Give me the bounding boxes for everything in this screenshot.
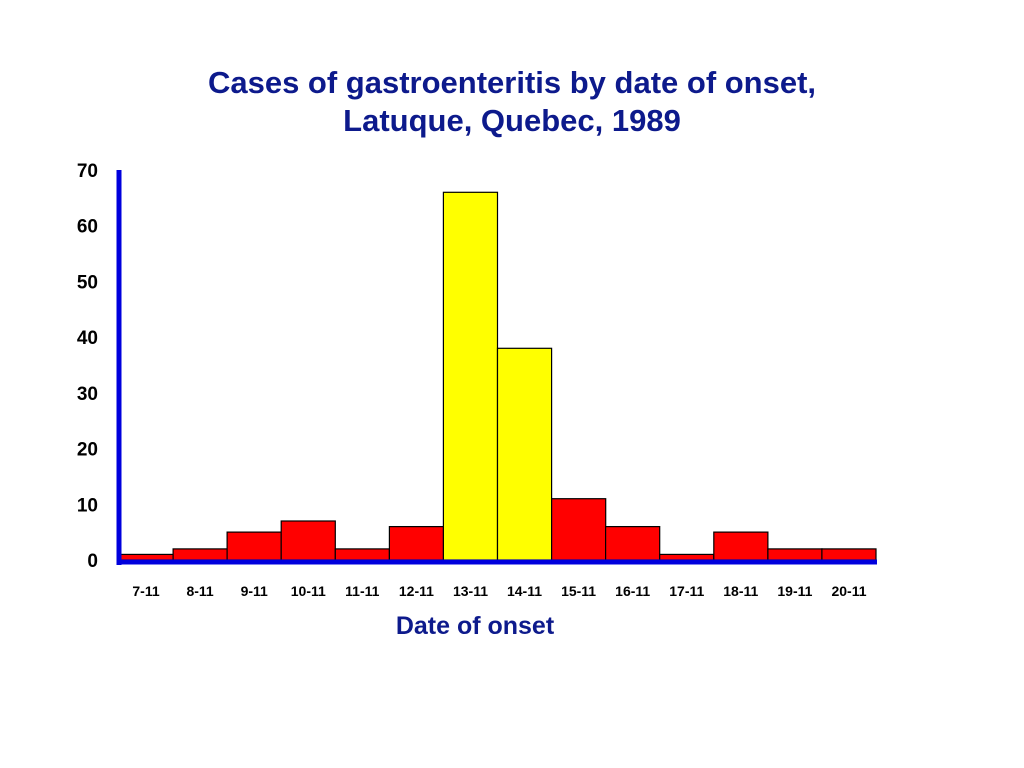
- x-tick-label: 10-11: [291, 583, 326, 599]
- bar-18-11: [713, 531, 769, 561]
- bar-14-11: [496, 347, 553, 561]
- x-tick-label: 8-11: [186, 583, 213, 599]
- x-tick-label: 11-11: [345, 583, 379, 599]
- bar-8-11: [172, 548, 228, 561]
- x-tick-label: 18-11: [723, 583, 758, 599]
- x-tick-label: 15-11: [561, 583, 596, 599]
- y-tick-labels: 0 10 20 30 40 50 60 70: [77, 161, 98, 572]
- x-tick-label: 9-11: [241, 583, 268, 599]
- bar-13-11: [442, 191, 499, 561]
- x-tick-labels: 7-11 8-11 9-11 10-11 11-11 12-11 13-11 14-11 15-…: [132, 583, 866, 599]
- bar-19-11: [767, 548, 823, 561]
- x-tick-label: 20-11: [831, 583, 866, 599]
- y-tick-label: 60: [77, 217, 98, 238]
- y-tick-label: 20: [77, 440, 98, 461]
- bar-16-11: [604, 525, 661, 561]
- y-tick-label: 10: [77, 495, 98, 516]
- chart-title-line-2: Latuque, Quebec, 1989: [343, 103, 681, 138]
- y-tick-label: 70: [77, 161, 98, 182]
- x-tick-label: 19-11: [777, 583, 812, 599]
- bar-11-11: [334, 548, 390, 561]
- chart-title: Cases of gastroenteritis by date of onse…: [0, 64, 1024, 140]
- bar-7-11: [118, 553, 174, 561]
- bar-20-11: [821, 548, 877, 561]
- bar-17-11: [659, 553, 715, 561]
- x-tick-label: 17-11: [669, 583, 704, 599]
- y-tick-label: 30: [77, 384, 98, 405]
- y-tick-label: 50: [77, 272, 98, 293]
- bar-15-11: [550, 498, 607, 561]
- x-tick-label: 14-11: [507, 583, 542, 599]
- y-tick-label: 40: [77, 328, 98, 349]
- x-tick-label: 13-11: [453, 583, 488, 599]
- bars-group: [118, 191, 877, 561]
- bar-9-11: [226, 531, 282, 561]
- x-tick-label: 16-11: [615, 583, 650, 599]
- chart-title-line-1: Cases of gastroenteritis by date of onse…: [207, 65, 817, 100]
- bar-12-11: [388, 525, 445, 561]
- x-tick-label: 12-11: [399, 583, 434, 599]
- x-axis-title: Date of onset: [395, 612, 555, 640]
- bar-10-11: [280, 520, 336, 561]
- x-tick-label: 7-11: [132, 583, 159, 599]
- y-tick-label: 0: [87, 551, 98, 572]
